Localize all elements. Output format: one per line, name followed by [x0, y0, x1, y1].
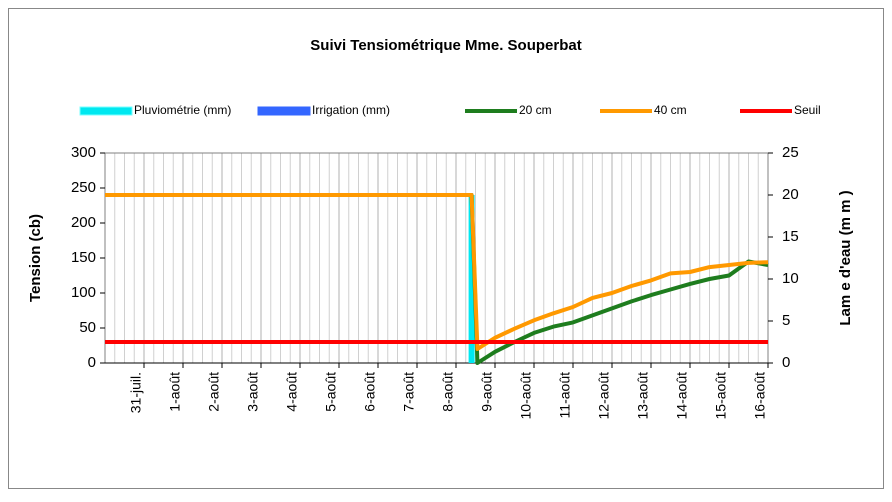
x-tick-label: 2-août [206, 372, 222, 412]
x-tick-label: 6-août [362, 372, 378, 412]
x-tick-label: 10-août [518, 372, 534, 420]
y-tick-label: 0 [88, 354, 96, 371]
y2-tick-label: 25 [782, 144, 799, 161]
x-tick-label: 16-août [752, 372, 768, 420]
x-tick-label: 14-août [674, 372, 690, 420]
legend-label: Irrigation (mm) [312, 103, 390, 117]
line [105, 193, 769, 365]
y-tick-label: 300 [71, 144, 96, 161]
x-tick-label: 12-août [596, 372, 612, 420]
x-tick-label: 3-août [245, 372, 261, 412]
y2-tick-label: 0 [782, 354, 790, 371]
x-tick-label: 1-août [167, 372, 183, 412]
legend-swatch [79, 106, 133, 116]
x-tick-label: 11-août [557, 372, 573, 419]
x-tick-label: 8-août [440, 372, 456, 412]
legend-label: Seuil [794, 103, 821, 117]
y-tick-label: 100 [71, 284, 96, 301]
x-tick-label: 31-juil. [128, 372, 144, 413]
y-tick-label: 150 [71, 249, 96, 266]
x-tick-label: 13-août [635, 372, 651, 420]
y-axis-title: Tension (cb) [27, 214, 44, 302]
x-tick-label: 4-août [284, 372, 300, 412]
line [105, 193, 769, 351]
x-tick-label: 7-août [401, 372, 417, 412]
x-tick-label: 9-août [479, 372, 495, 412]
chart-title: Suivi Tensiométrique Mme. Souperbat [310, 37, 581, 54]
legend-label: 40 cm [654, 103, 687, 117]
y-tick-label: 250 [71, 179, 96, 196]
y-tick-label: 50 [79, 319, 96, 336]
y2-tick-label: 20 [782, 186, 799, 203]
bar [468, 195, 475, 363]
x-tick-label: 5-août [323, 372, 339, 412]
x-tick-label: 15-août [713, 372, 729, 420]
legend-label: 20 cm [519, 103, 552, 117]
y-tick-label: 200 [71, 214, 96, 231]
legend-swatch [257, 106, 311, 116]
y2-tick-label: 15 [782, 228, 799, 245]
y2-tick-label: 10 [782, 270, 799, 287]
legend-label: Pluviométrie (mm) [134, 103, 231, 117]
y2-axis-title: Lam e d'eau (m m ) [837, 190, 854, 325]
y2-tick-label: 5 [782, 312, 790, 329]
